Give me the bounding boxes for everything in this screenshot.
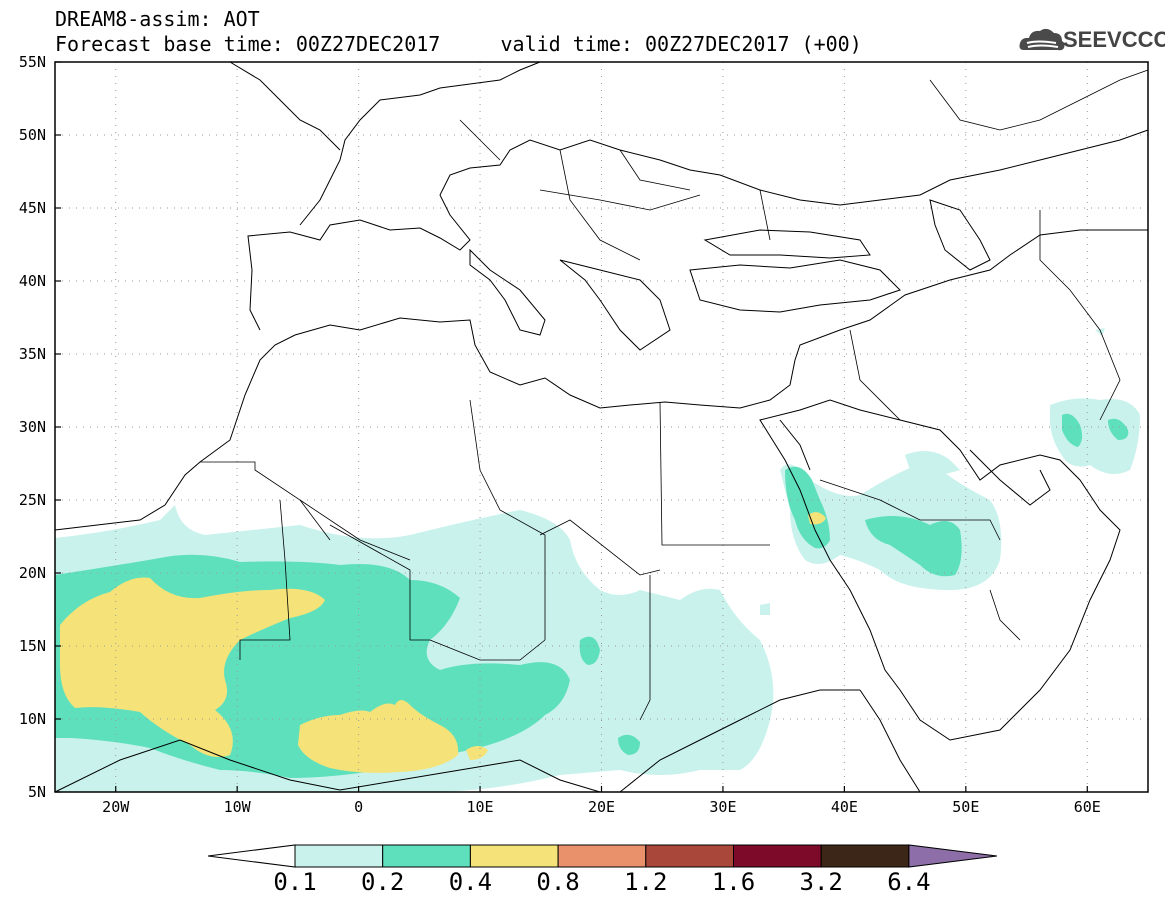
colorbar-lower-arrow xyxy=(207,844,296,868)
lat-label: 50N xyxy=(18,126,46,144)
colorbar-label: 1.2 xyxy=(624,868,668,896)
country-boundaries xyxy=(200,69,1149,721)
colorbar-label: 0.4 xyxy=(448,868,493,896)
map-title: DREAM8-assim: AOT xyxy=(55,7,260,31)
colorbar-segment xyxy=(382,844,471,868)
forecast-time-subtitle: Forecast base time: 00Z27DEC2017 valid t… xyxy=(55,32,862,56)
colorbar-segment xyxy=(557,844,647,868)
lon-label: 30E xyxy=(709,798,737,816)
lat-label: 10N xyxy=(18,710,46,728)
colorbar-segment xyxy=(469,844,559,868)
lon-label: 0 xyxy=(354,798,364,816)
seevccc-cloud-logo-icon xyxy=(1019,28,1065,51)
colorbar-label: 0.2 xyxy=(361,868,405,896)
lat-label: 30N xyxy=(18,418,46,436)
lat-label: 35N xyxy=(18,345,46,363)
colorbar-label: 1.6 xyxy=(711,868,756,896)
colorbar-label: 0.8 xyxy=(536,868,580,896)
lon-label: 60E xyxy=(1073,798,1101,816)
lat-lon-grid xyxy=(55,62,1148,792)
colorbar-label: 3.2 xyxy=(799,868,843,896)
aot-shading xyxy=(55,328,1140,792)
lon-label: 50E xyxy=(952,798,980,816)
lat-label: 45N xyxy=(18,199,46,217)
lon-label: 40E xyxy=(830,798,858,816)
lon-label: 20W xyxy=(102,798,130,816)
lat-label: 15N xyxy=(18,637,46,655)
lon-label: 10E xyxy=(466,798,494,816)
coastlines-and-borders xyxy=(54,61,1149,793)
axis-ticks xyxy=(55,61,1088,793)
colorbar-upper-arrow xyxy=(908,844,997,868)
colorbar-segment xyxy=(645,844,734,868)
lat-label: 25N xyxy=(18,491,46,509)
lat-label: 20N xyxy=(18,564,46,582)
colorbar-label: 0.1 xyxy=(273,868,317,896)
lon-label: 20E xyxy=(587,798,616,816)
seevccc-logo-text: SEEVCCC xyxy=(1063,27,1165,52)
colorbar xyxy=(207,844,997,868)
colorbar-segment xyxy=(733,844,822,868)
colorbar-segment xyxy=(294,844,384,868)
lat-label: 40N xyxy=(18,272,46,290)
colorbar-label: 6.4 xyxy=(887,868,931,896)
lat-label: 55N xyxy=(18,53,46,71)
lat-label: 5N xyxy=(27,783,46,801)
lon-label: 10W xyxy=(223,798,251,816)
colorbar-segment xyxy=(820,844,910,868)
